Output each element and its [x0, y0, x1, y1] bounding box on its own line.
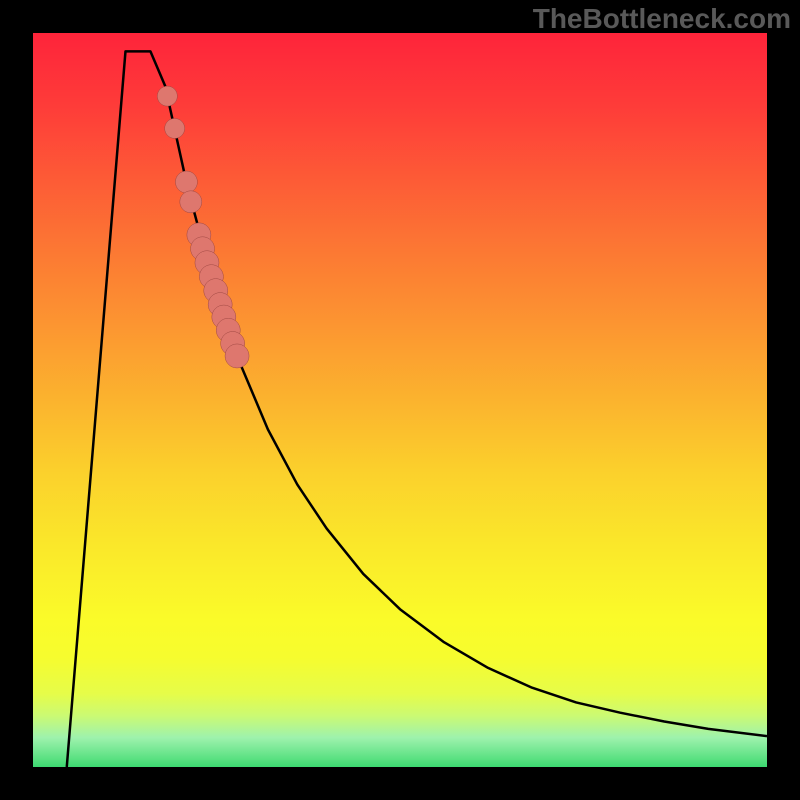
data-marker	[175, 171, 197, 193]
data-marker	[157, 86, 177, 106]
watermark-text: TheBottleneck.com	[533, 3, 791, 35]
data-marker	[225, 344, 249, 368]
data-marker	[165, 118, 185, 138]
plot-area	[33, 33, 767, 767]
data-marker	[180, 191, 202, 213]
chart-svg	[33, 33, 767, 767]
gradient-background	[33, 33, 767, 767]
chart-container: TheBottleneck.com	[0, 0, 800, 800]
